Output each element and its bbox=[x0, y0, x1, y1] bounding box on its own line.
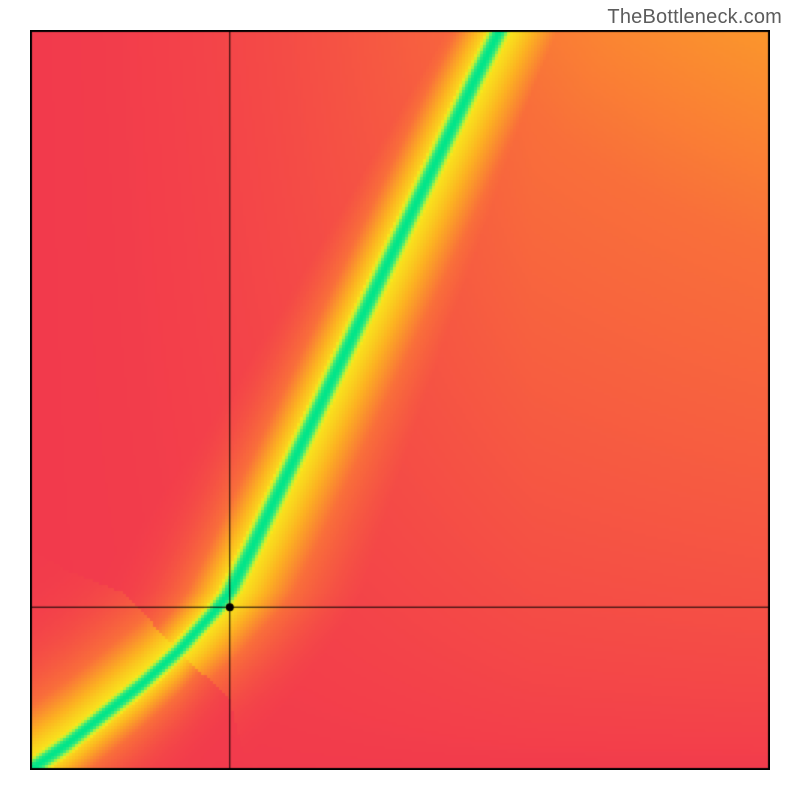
bottleneck-heatmap bbox=[30, 30, 770, 770]
watermark-text: TheBottleneck.com bbox=[607, 6, 782, 29]
